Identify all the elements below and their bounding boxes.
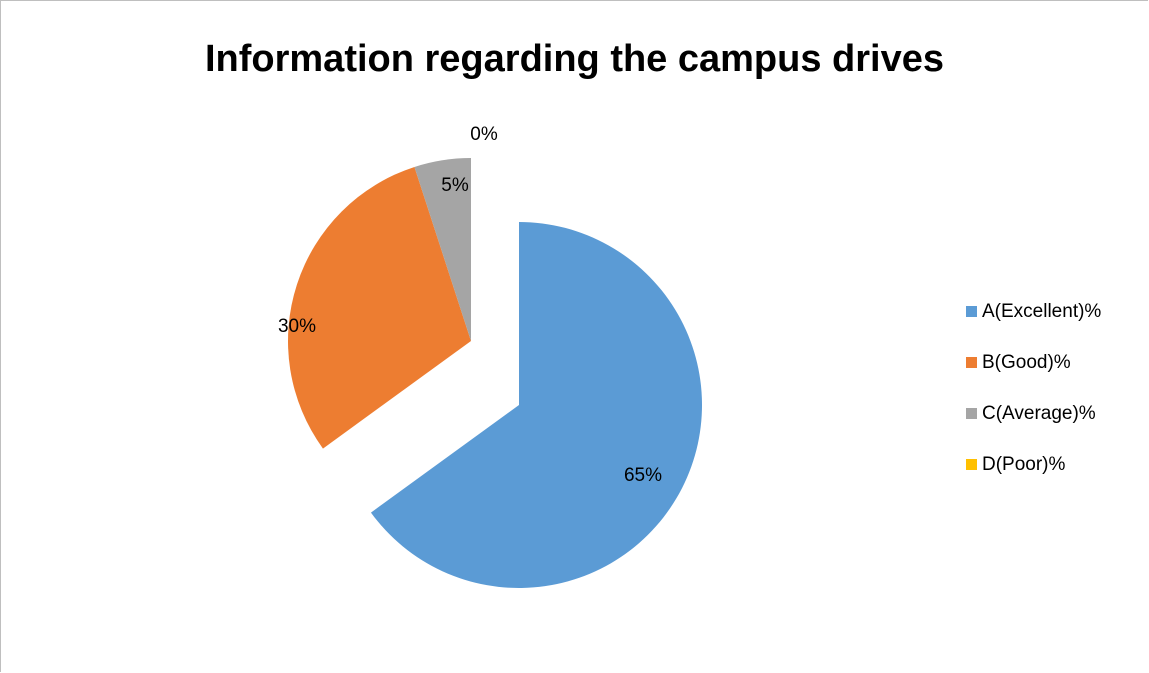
chart-title: Information regarding the campus drives <box>204 38 945 80</box>
legend-label: A(Excellent)% <box>982 300 1102 322</box>
legend-label: D(Poor)% <box>982 453 1066 475</box>
pie-slice-b <box>288 166 471 449</box>
legend-label: C(Average)% <box>982 402 1096 424</box>
legend-swatch <box>966 357 977 368</box>
legend-item-c: C(Average)% <box>966 400 1141 427</box>
data-label-c: 5% <box>441 175 469 196</box>
legend-item-d: D(Poor)% <box>966 451 1141 478</box>
legend-label: B(Good)% <box>982 351 1071 373</box>
legend-item-b: B(Good)% <box>966 349 1141 376</box>
pie-slice-c <box>414 158 471 341</box>
chart-legend: A(Excellent)% B(Good)% C(Average)% D(Poor)% <box>966 298 1141 502</box>
legend-swatch <box>966 408 977 419</box>
data-label-b: 30% <box>278 316 316 337</box>
legend-swatch <box>966 306 977 317</box>
data-label-d: 0% <box>470 124 498 145</box>
legend-swatch <box>966 459 977 470</box>
data-label-a: 65% <box>624 465 662 486</box>
pie-slice-a <box>370 222 702 588</box>
legend-item-a: A(Excellent)% <box>966 298 1141 325</box>
